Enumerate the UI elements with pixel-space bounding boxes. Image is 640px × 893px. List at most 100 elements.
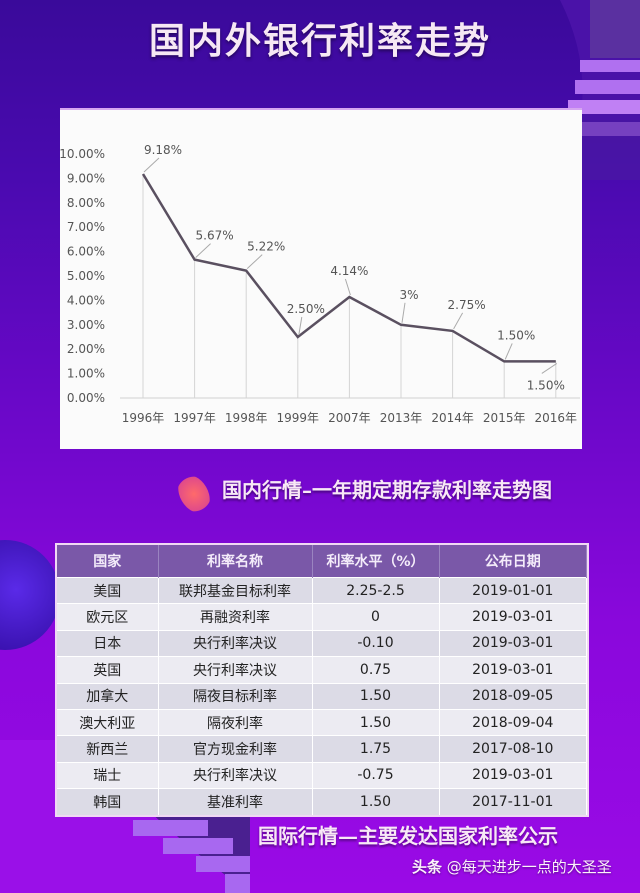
- cell-date: 2018-09-04: [439, 708, 587, 736]
- cell-rate-level: 2.25-2.5: [312, 576, 440, 604]
- cell-country: 加拿大: [57, 682, 159, 710]
- cell-date: 2018-09-05: [439, 682, 587, 710]
- header-rate-level: 利率水平（%）: [312, 545, 440, 578]
- international-caption: 国际行情—主要发达国家利率公示: [258, 824, 558, 848]
- header-rate-name: 利率名称: [158, 545, 313, 578]
- interest-rate-table: 国家 利率名称 利率水平（%） 公布日期 美国 联邦基金目标利率 2.25-2.5 2…: [55, 543, 589, 817]
- table-row: 韩国 基准利率 1.50 2017-11-01: [57, 788, 587, 815]
- cell-country: 韩国: [57, 788, 159, 815]
- cell-rate-level: -0.75: [312, 761, 440, 789]
- data-label: 9.18%: [144, 143, 182, 157]
- leader-line: [143, 157, 160, 173]
- cell-date: 2019-03-01: [439, 629, 587, 657]
- cell-rate-level: 1.50: [312, 682, 440, 710]
- cell-date: 2019-03-01: [439, 761, 587, 789]
- orb-decoration: [0, 540, 60, 650]
- y-tick-label: 4.00%: [67, 293, 105, 307]
- cell-rate-name: 央行利率决议: [158, 761, 313, 789]
- y-tick-label: 5.00%: [67, 269, 105, 283]
- cell-date: 2017-11-01: [439, 788, 587, 815]
- leader-line: [344, 278, 351, 296]
- cell-rate-level: 1.50: [312, 788, 440, 815]
- cell-country: 新西兰: [57, 735, 159, 763]
- cell-date: 2019-03-01: [439, 656, 587, 684]
- table-header-row: 国家 利率名称 利率水平（%） 公布日期: [57, 545, 587, 578]
- data-label: 5.67%: [196, 229, 234, 243]
- chart-canvas: 0.00% 1.00% 2.00% 3.00% 4.00% 5.00% 6.00% 7.00%…: [60, 143, 580, 425]
- data-label: 5.22%: [247, 240, 285, 254]
- leader-line: [246, 254, 263, 269]
- cell-rate-level: 0: [312, 603, 440, 631]
- x-tick-label: 2016年: [535, 411, 578, 425]
- y-tick-label: 0.00%: [67, 391, 105, 405]
- cell-country: 日本: [57, 629, 159, 657]
- cell-rate-level: 0.75: [312, 656, 440, 684]
- leader-line: [298, 316, 303, 336]
- line-chart: 0.00% 1.00% 2.00% 3.00% 4.00% 5.00% 6.00% 7.00%…: [60, 108, 582, 449]
- watermark-handle: @每天进步一点的大圣圣: [446, 858, 612, 876]
- x-tick-label: 2015年: [483, 411, 526, 425]
- cell-country: 澳大利亚: [57, 708, 159, 736]
- y-tick-label: 8.00%: [67, 196, 105, 210]
- leader-line: [195, 243, 211, 259]
- x-tick-label: 1997年: [173, 411, 216, 425]
- table-row: 欧元区 再融资利率 0 2019-03-01: [57, 603, 587, 631]
- y-tick-label: 2.00%: [67, 342, 105, 356]
- cell-rate-level: 1.50: [312, 708, 440, 736]
- blob-decoration: [171, 469, 217, 519]
- header-country: 国家: [57, 545, 159, 578]
- cell-country: 英国: [57, 656, 159, 684]
- cell-rate-name: 央行利率决议: [158, 656, 313, 684]
- x-tick-label: 2013年: [380, 411, 423, 425]
- cell-country: 瑞士: [57, 761, 159, 789]
- watermark: 头条 @每天进步一点的大圣圣: [412, 856, 612, 877]
- cell-rate-name: 官方现金利率: [158, 735, 313, 763]
- data-label: 2.50%: [287, 302, 325, 316]
- x-tick-label: 1996年: [122, 411, 165, 425]
- cell-rate-name: 再融资利率: [158, 603, 313, 631]
- leader-line: [401, 302, 406, 323]
- table-row: 加拿大 隔夜目标利率 1.50 2018-09-05: [57, 682, 587, 710]
- cell-date: 2019-01-01: [439, 576, 587, 604]
- data-label: 1.50%: [497, 328, 535, 342]
- y-tick-label: 9.00%: [67, 171, 105, 185]
- data-label: 3%: [399, 288, 418, 302]
- page-title: 国内外银行利率走势: [148, 20, 491, 62]
- cell-date: 2019-03-01: [439, 603, 587, 631]
- x-tick-label: 2014年: [431, 411, 474, 425]
- series-line: [141, 173, 556, 363]
- domestic-caption: 国内行情–一年期定期存款利率走势图: [222, 478, 552, 502]
- data-label: 2.75%: [448, 298, 486, 312]
- x-tick-label: 1998年: [225, 411, 268, 425]
- y-tick-label: 7.00%: [67, 220, 105, 234]
- y-tick-label: 6.00%: [67, 245, 105, 259]
- header-date: 公布日期: [439, 545, 587, 578]
- cell-country: 美国: [57, 576, 159, 604]
- cell-rate-name: 央行利率决议: [158, 629, 313, 657]
- y-tick-label: 3.00%: [67, 318, 105, 332]
- table-row: 瑞士 央行利率决议 -0.75 2019-03-01: [57, 761, 587, 789]
- cell-date: 2017-08-10: [439, 735, 587, 763]
- table-row: 美国 联邦基金目标利率 2.25-2.5 2019-01-01: [57, 576, 587, 604]
- data-label: 4.14%: [330, 264, 368, 278]
- cell-rate-name: 基准利率: [158, 788, 313, 815]
- table-row: 澳大利亚 隔夜利率 1.50 2018-09-04: [57, 708, 587, 736]
- leader-line: [453, 312, 464, 330]
- data-label: 1.50%: [527, 378, 565, 392]
- y-tick-label: 1.00%: [67, 367, 105, 381]
- y-tick-label: 10.00%: [60, 147, 105, 161]
- cell-country: 欧元区: [57, 603, 159, 631]
- cell-rate-name: 联邦基金目标利率: [158, 576, 313, 604]
- cell-rate-level: 1.75: [312, 735, 440, 763]
- leader-line: [504, 343, 513, 360]
- table-row: 日本 央行利率决议 -0.10 2019-03-01: [57, 629, 587, 657]
- leader-line: [541, 362, 558, 374]
- x-tick-label: 2007年: [328, 411, 371, 425]
- cell-rate-name: 隔夜利率: [158, 708, 313, 736]
- table-row: 英国 央行利率决议 0.75 2019-03-01: [57, 656, 587, 684]
- cell-rate-level: -0.10: [312, 629, 440, 657]
- x-tick-label: 1999年: [277, 411, 320, 425]
- watermark-platform: 头条: [412, 858, 443, 876]
- cell-rate-name: 隔夜目标利率: [158, 682, 313, 710]
- table-row: 新西兰 官方现金利率 1.75 2017-08-10: [57, 735, 587, 763]
